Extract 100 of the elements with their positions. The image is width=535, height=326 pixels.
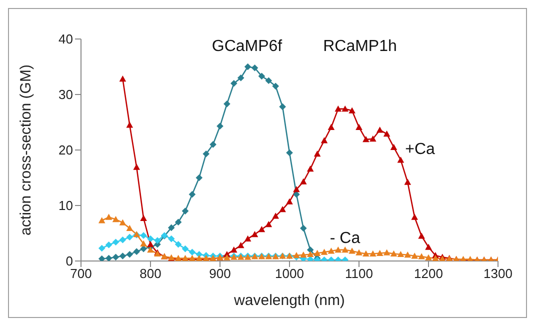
point [188, 191, 196, 198]
point [119, 219, 126, 226]
point [168, 235, 175, 242]
y-tick-label: 30 [58, 87, 73, 102]
point [126, 122, 134, 128]
point [362, 136, 370, 142]
point [425, 254, 432, 260]
point [328, 124, 335, 130]
point [105, 254, 112, 261]
point [119, 76, 126, 82]
point [432, 254, 439, 261]
point [147, 235, 154, 242]
point [320, 137, 328, 144]
point [286, 149, 293, 156]
point [300, 224, 307, 232]
x-tick-label: 800 [140, 266, 162, 282]
point [182, 245, 189, 252]
point [174, 240, 182, 248]
point [196, 174, 203, 182]
point [328, 248, 335, 254]
point [174, 218, 182, 226]
point [188, 248, 196, 256]
point [126, 250, 134, 258]
point [300, 178, 307, 184]
point [306, 165, 314, 172]
point [425, 244, 432, 250]
y-axis-title: action cross-section (GM) [17, 64, 34, 236]
point [224, 100, 230, 108]
point [356, 124, 362, 130]
point [370, 136, 376, 142]
point [293, 186, 300, 192]
point [182, 208, 189, 214]
point [265, 220, 272, 228]
point [314, 250, 321, 256]
point [314, 150, 321, 157]
point [119, 236, 126, 244]
point [258, 72, 266, 80]
point [258, 226, 266, 232]
point [126, 234, 134, 241]
point [105, 214, 112, 220]
point [383, 130, 390, 137]
point [306, 246, 314, 254]
point [210, 141, 216, 148]
point [140, 232, 147, 239]
point [237, 74, 244, 82]
point [230, 246, 238, 253]
annotation: +Ca [405, 141, 435, 159]
point [105, 242, 112, 248]
point [342, 106, 348, 112]
y-tick-label: 0 [66, 254, 73, 269]
point [348, 248, 356, 254]
x-tick-label: 1300 [484, 266, 512, 282]
point [168, 224, 175, 232]
point [293, 252, 300, 258]
y-tick-label: 20 [58, 142, 73, 158]
point [404, 251, 412, 258]
x-tick-label: 900 [209, 266, 231, 282]
point [147, 240, 154, 248]
point [362, 250, 370, 257]
point [133, 248, 140, 255]
point [342, 246, 348, 253]
point [411, 252, 418, 259]
point [140, 214, 147, 221]
annotation: GCaMP6f [212, 38, 282, 56]
point [390, 250, 398, 257]
point [334, 246, 342, 253]
point [98, 244, 106, 252]
point [306, 250, 314, 258]
point [140, 240, 147, 247]
point [147, 246, 154, 253]
point [98, 255, 106, 261]
x-tick-label: 700 [70, 266, 92, 282]
point [279, 103, 286, 110]
point [300, 251, 307, 258]
point [397, 156, 404, 163]
point [265, 77, 272, 84]
x-axis-title: wavelength (nm) [233, 292, 345, 309]
y-tick-label: 40 [58, 32, 73, 47]
point [286, 198, 293, 204]
point [356, 249, 362, 256]
point [244, 235, 252, 242]
point [112, 254, 120, 261]
point [154, 237, 161, 244]
point [320, 248, 328, 255]
point [126, 224, 134, 231]
x-tick-label: 1000 [275, 266, 304, 282]
point [230, 80, 238, 87]
point [251, 64, 258, 72]
point [216, 122, 224, 130]
point [119, 252, 126, 260]
point [383, 249, 390, 256]
point [202, 150, 210, 158]
point [370, 250, 376, 257]
point [376, 250, 384, 256]
point [112, 238, 120, 246]
x-tick-label: 1200 [414, 266, 443, 282]
point [112, 216, 120, 222]
point [390, 144, 398, 150]
point [244, 63, 252, 70]
point [272, 82, 279, 90]
